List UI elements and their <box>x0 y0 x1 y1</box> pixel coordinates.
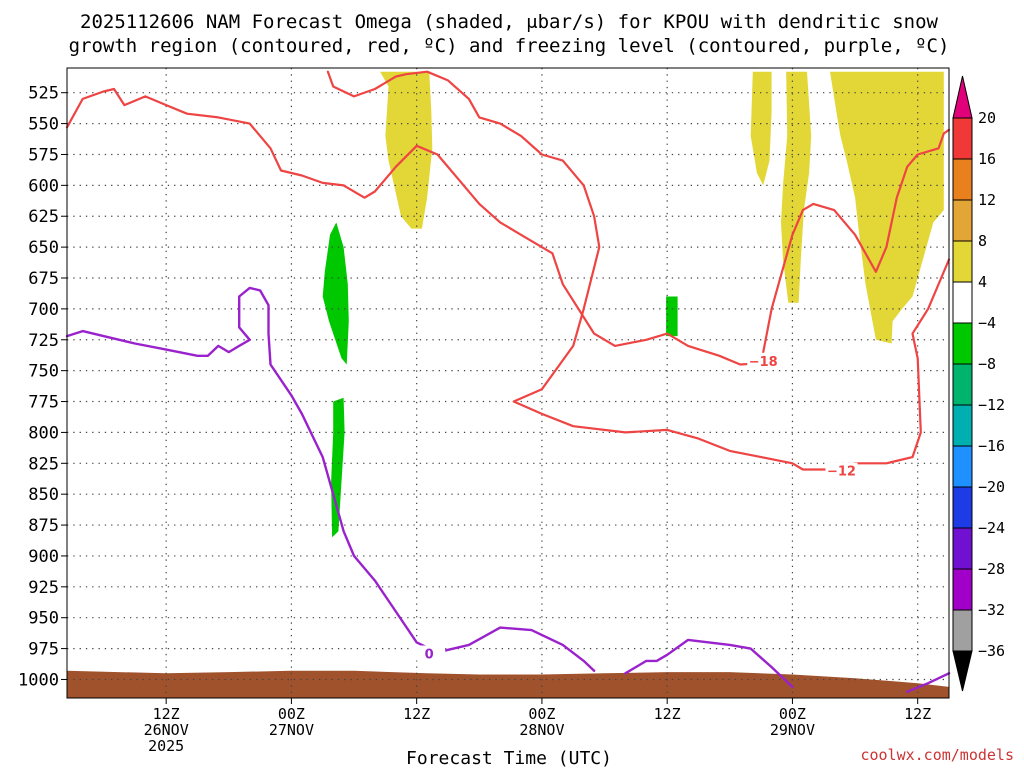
omega-positive-area <box>380 71 433 229</box>
colorbar-label: 16 <box>978 150 996 168</box>
title-line-1: 2025112606 NAM Forecast Omega (shaded, μ… <box>80 11 938 33</box>
colorbar-swatch <box>952 322 973 365</box>
ground-terrain <box>67 670 949 698</box>
x-tick-label: 27NOV <box>269 721 314 739</box>
colorbar-swatch <box>952 527 973 570</box>
omega-positive-area <box>781 71 812 303</box>
y-tick-label: 850 <box>28 485 59 505</box>
y-tick-label: 700 <box>28 300 59 320</box>
x-tick-label: 00Z <box>278 705 305 723</box>
freezing-level-contour-line <box>65 286 596 672</box>
colorbar-swatch <box>952 404 973 447</box>
y-tick-label: 675 <box>28 269 59 289</box>
y-tick-label: 625 <box>28 207 59 227</box>
contour-lines <box>65 70 951 693</box>
colorbar-swatch <box>952 568 973 611</box>
y-tick-label: 925 <box>28 578 59 598</box>
y-tick-label: 550 <box>28 115 59 135</box>
colorbar-swatch <box>952 199 973 242</box>
grid-lines <box>67 68 949 698</box>
freezing-level-contour-line <box>906 672 951 693</box>
plot-frame <box>66 67 950 699</box>
y-tick-label: 950 <box>28 609 59 629</box>
x-tick-label: 12Z <box>654 705 681 723</box>
dgz-contour-line <box>326 70 951 471</box>
colorbar-swatch <box>952 117 973 160</box>
contour-label-background <box>413 645 446 661</box>
x-tick-label: 12Z <box>153 705 180 723</box>
contour-label-background <box>825 462 858 478</box>
omega-positive-area <box>750 71 772 186</box>
omega-negative-area <box>322 222 349 365</box>
colorbar-label: −24 <box>978 519 1005 537</box>
colorbar-label: 20 <box>978 109 996 127</box>
y-tick-label: 750 <box>28 362 59 382</box>
colorbar-swatch <box>952 158 973 201</box>
colorbar-label: −32 <box>978 601 1005 619</box>
colorbar-label: −20 <box>978 478 1005 496</box>
colorbar-label: 4 <box>978 273 987 291</box>
ground-area <box>67 670 949 698</box>
colorbar-label: −28 <box>978 560 1005 578</box>
y-tick-label: 600 <box>28 176 59 196</box>
y-tick-label: 725 <box>28 331 59 351</box>
y-tick-label: 900 <box>28 547 59 567</box>
y-tick-label: 1000 <box>18 670 59 690</box>
x-tick-label: 2025 <box>148 737 184 755</box>
colorbar-swatch <box>952 240 973 283</box>
omega-positive-area <box>830 71 944 344</box>
x-tick-label: 12Z <box>904 705 931 723</box>
y-tick-label: 825 <box>28 454 59 474</box>
y-tick-label: 875 <box>28 516 59 536</box>
omega-negative-area <box>666 296 678 337</box>
colorbar-label: −36 <box>978 642 1005 660</box>
colorbar: 20 16 12 8 4 −4 −8 −12 −16 −20 −24 −28 −32 −36 <box>952 75 1005 692</box>
colorbar-label: −4 <box>978 314 996 332</box>
colorbar-label: 8 <box>978 232 987 250</box>
credit-link[interactable]: coolwx.com/models <box>860 746 1014 764</box>
colorbar-swatch <box>952 363 973 406</box>
contour-label: 0 <box>425 648 434 663</box>
x-tick-label: 29NOV <box>770 721 815 739</box>
dgz-contour-line <box>65 87 763 366</box>
freezing-level-contour-line <box>624 638 794 689</box>
contour-label-background <box>747 352 780 368</box>
omega-negative-area <box>331 397 345 538</box>
x-tick-label: 12Z <box>403 705 430 723</box>
x-tick-label: 28NOV <box>519 721 564 739</box>
colorbar-swatch <box>952 486 973 529</box>
x-tick-label: 26NOV <box>144 721 189 739</box>
colorbar-label: −12 <box>978 396 1005 414</box>
x-tick-label: 00Z <box>779 705 806 723</box>
title-line-2: growth region (contoured, red, ºC) and f… <box>69 35 950 57</box>
colorbar-bottom-arrow <box>952 650 973 692</box>
contour-label: −18 <box>749 355 778 370</box>
contour-labels: −18 −12 0 <box>413 352 858 663</box>
colorbar-label: −8 <box>978 355 996 373</box>
dgz-contour-line <box>759 128 951 365</box>
y-tick-label: 650 <box>28 238 59 258</box>
colorbar-swatch <box>952 609 973 652</box>
y-axis-pressure-ticks: 525 550 575 600 625 650 675 700 725 750 775 800 825 8… <box>18 84 67 690</box>
contour-label: −12 <box>827 465 856 480</box>
x-axis-label: Forecast Time (UTC) <box>406 748 612 768</box>
colorbar-swatch <box>952 281 973 324</box>
y-tick-label: 975 <box>28 640 59 660</box>
colorbar-label: −16 <box>978 437 1005 455</box>
y-tick-label: 775 <box>28 393 59 413</box>
colorbar-swatch <box>952 445 973 488</box>
y-tick-label: 525 <box>28 84 59 104</box>
y-tick-label: 575 <box>28 145 59 165</box>
chart-title: 2025112606 NAM Forecast Omega (shaded, μ… <box>69 11 950 57</box>
colorbar-top-arrow <box>952 75 973 119</box>
x-tick-label: 00Z <box>528 705 555 723</box>
colorbar-label: 12 <box>978 191 996 209</box>
y-tick-label: 800 <box>28 423 59 443</box>
